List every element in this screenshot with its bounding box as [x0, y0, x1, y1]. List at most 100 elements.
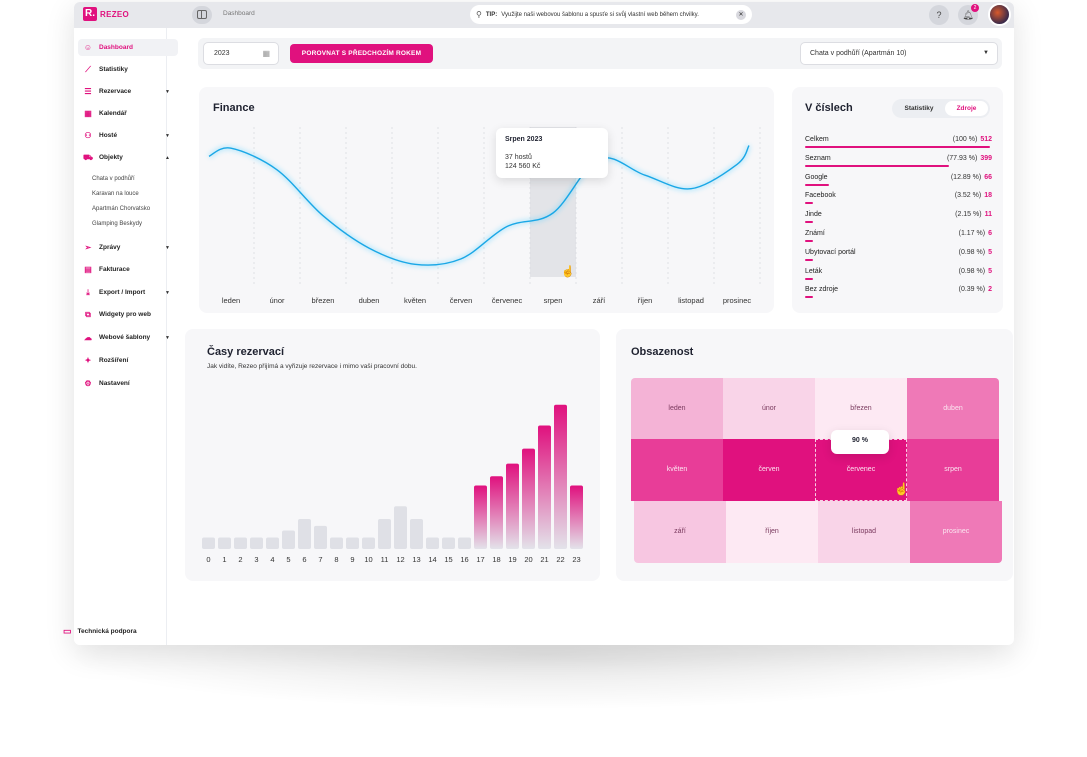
tab-statistiky[interactable]: Statistiky	[904, 105, 934, 112]
heatmap-cell-10[interactable]: listopad	[818, 501, 910, 563]
sidebar-item-objekty[interactable]: ⛟ Objekty ▲	[78, 149, 178, 166]
sidebar: ☺ Dashboard ⟋ Statistiky ☰ Rezervace ▼ ▦ Kale…	[74, 28, 178, 645]
car-icon: ⛟	[83, 152, 94, 162]
sidebar-item-export-import[interactable]: ⤓ Export / Import ▼	[78, 284, 178, 301]
bar-hour-20[interactable]	[522, 448, 535, 549]
bar-hour-13[interactable]	[410, 519, 423, 549]
sidebar-item-kalendar[interactable]: ▦ Kalendář	[78, 105, 178, 122]
source-row[interactable]: Google (12.89 %) 66	[805, 174, 992, 188]
bar-hour-8[interactable]	[330, 537, 343, 549]
heatmap-cell-5[interactable]: červen	[723, 439, 815, 501]
bar-hour-12[interactable]	[394, 506, 407, 549]
heatmap-cell-9[interactable]: říjen	[726, 501, 818, 563]
sidebar-item-dashboard[interactable]: ☺ Dashboard	[78, 39, 178, 56]
bar-hour-14[interactable]	[426, 537, 439, 549]
source-row[interactable]: Celkem (100 %) 512	[805, 136, 992, 150]
bar-hour-19[interactable]	[506, 463, 519, 549]
heatmap-cell-2[interactable]: březen	[815, 378, 907, 439]
source-row[interactable]: Facebook (3.52 %) 18	[805, 192, 992, 206]
source-percent: (0.98 %)	[958, 267, 986, 275]
bar-hour-4[interactable]	[266, 537, 279, 549]
bar-hour-10[interactable]	[362, 537, 375, 549]
source-value: (1.17 %) 6	[959, 230, 992, 237]
sidebar-item-rezervace[interactable]: ☰ Rezervace ▼	[78, 83, 178, 100]
sidebar-item-label: Export / Import	[99, 289, 146, 296]
bar-hour-18[interactable]	[490, 476, 503, 549]
bar-hour-11[interactable]	[378, 519, 391, 549]
source-row[interactable]: Bez zdroje (0.39 %) 2	[805, 286, 992, 300]
notifications-button[interactable]: 🔔︎ 2	[958, 4, 979, 25]
bar-hour-1[interactable]	[218, 537, 231, 549]
x-tick-label: 16	[460, 555, 468, 564]
x-tick-label: 17	[476, 555, 484, 564]
bar-hour-17[interactable]	[474, 485, 487, 549]
avatar[interactable]	[988, 3, 1011, 26]
heatmap-cell-4[interactable]: květen	[631, 439, 723, 501]
source-row[interactable]: Jinde (2.15 %) 11	[805, 211, 992, 225]
source-row[interactable]: Seznam (77.93 %) 399	[805, 155, 992, 169]
close-icon[interactable]: ✕	[736, 9, 746, 20]
heatmap-cell-1[interactable]: únor	[723, 378, 815, 439]
sidebar-item-rozsireni[interactable]: ✦ Rozšíření	[78, 352, 178, 369]
bar-hour-21[interactable]	[538, 425, 551, 549]
bar-hour-0[interactable]	[202, 537, 215, 549]
top-bar: R. REZEO Dashboard ⚲ TIP: Využijte naši …	[74, 2, 1014, 28]
compare-previous-year-button[interactable]: POROVNAT S PŘEDCHOZÍM ROKEM	[290, 44, 433, 63]
bar-hour-7[interactable]	[314, 525, 327, 549]
source-row[interactable]: Známí (1.17 %) 6	[805, 230, 992, 244]
x-tick-label: březen	[312, 296, 335, 305]
logo[interactable]: R. REZEO	[83, 7, 129, 21]
object-select[interactable]: Chata v podhůří (Apartmán 10) ▼	[800, 42, 998, 65]
sidebar-item-fakturace[interactable]: ▤ Fakturace	[78, 261, 178, 278]
tooltip-guests: 37 hostů	[505, 154, 532, 161]
x-tick-label: 22	[556, 555, 564, 564]
sidebar-item-nastaveni[interactable]: ⚙ Nastavení	[78, 375, 178, 392]
x-tick-label: 9	[350, 555, 354, 564]
bar-hour-6[interactable]	[298, 519, 311, 549]
download-icon: ⤓	[86, 287, 90, 297]
bar-hour-3[interactable]	[250, 537, 263, 549]
sidebar-item-widgety[interactable]: ⧉ Widgety pro web	[78, 306, 178, 323]
heatmap-cell-11[interactable]: prosinec	[910, 501, 1002, 563]
sidebar-subitem-apartman[interactable]: Apartmán Chorvatsko	[92, 206, 151, 212]
sidebar-subitem-glamping[interactable]: Glamping Beskydy	[92, 221, 143, 227]
sidebar-toggle-button[interactable]	[192, 6, 212, 24]
support-link[interactable]: ▭ Technická podpora	[63, 626, 137, 637]
sidebar-item-statistiky[interactable]: ⟋ Statistiky	[78, 61, 178, 78]
sidebar-item-webove-sablony[interactable]: ☁ Webové šablony ▼	[78, 329, 178, 346]
bar-hour-2[interactable]	[234, 537, 247, 549]
source-name: Známí	[805, 230, 825, 237]
heatmap-cell-7[interactable]: srpen	[907, 439, 999, 501]
x-tick-label: 5	[286, 555, 290, 564]
chevron-down-icon: ▼	[165, 88, 170, 95]
year-picker[interactable]: 2023 ▦	[203, 42, 279, 65]
bar-hour-16[interactable]	[458, 537, 471, 549]
source-row[interactable]: Leták (0.98 %) 5	[805, 268, 992, 282]
sidebar-subitem-chata[interactable]: Chata v podhůří	[92, 176, 135, 182]
sidebar-item-label: Fakturace	[99, 266, 130, 273]
heatmap-cell-0[interactable]: leden	[631, 378, 723, 439]
x-tick-label: 13	[412, 555, 420, 564]
bar-hour-22[interactable]	[554, 404, 567, 549]
bar-hour-5[interactable]	[282, 530, 295, 549]
times-chart[interactable]: 0 1 2 3 4 5 6 7 8 9 10 11 12 13 14 15 16 17 18 19 20 21 22 23	[185, 329, 600, 581]
sidebar-item-label: Hosté	[99, 132, 118, 139]
source-row[interactable]: Ubytovací portál (0.98 %) 5	[805, 249, 992, 263]
source-share-bar	[805, 221, 813, 224]
bar-hour-9[interactable]	[346, 537, 359, 549]
source-count: 18	[984, 192, 992, 200]
bar-hour-15[interactable]	[442, 537, 455, 549]
x-tick-label: 21	[540, 555, 548, 564]
heatmap-cell-8[interactable]: září	[634, 501, 726, 563]
finance-chart[interactable]: leden únor březen duben květen červen červenec…	[199, 87, 774, 313]
sidebar-item-hoste[interactable]: ⚇ Hosté ▼	[78, 127, 178, 144]
sidebar-item-zpravy[interactable]: ➢ Zprávy ▼	[78, 239, 178, 256]
heatmap-cell-3[interactable]: duben	[907, 378, 999, 439]
tab-zdroje[interactable]: Zdroje	[945, 101, 988, 116]
help-button[interactable]: ?	[929, 5, 949, 25]
source-name: Leták	[805, 267, 823, 275]
breadcrumb[interactable]: Dashboard	[223, 10, 255, 17]
source-value: (77.93 %) 399	[947, 155, 992, 162]
sidebar-subitem-karavan[interactable]: Karavan na louce	[92, 191, 139, 197]
bar-hour-23[interactable]	[570, 485, 583, 549]
